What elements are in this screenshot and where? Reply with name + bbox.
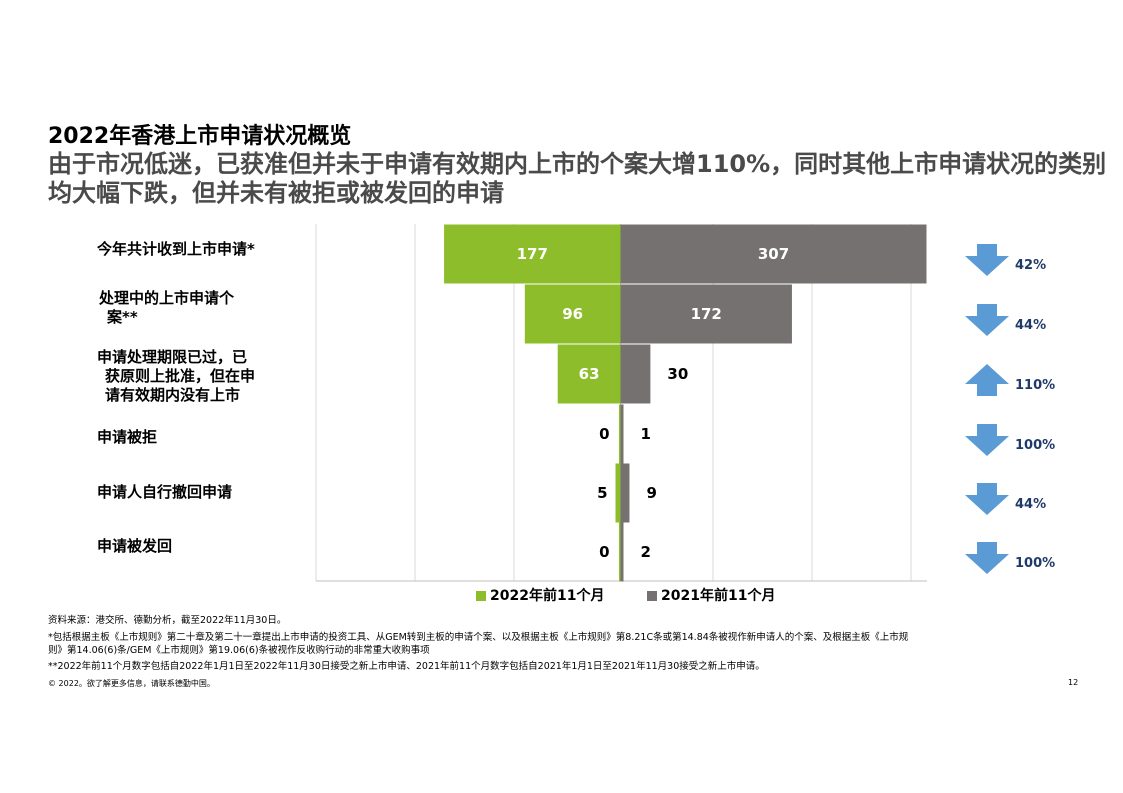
data-label-2021: 2: [641, 543, 651, 561]
change-percent: 44%: [1015, 318, 1046, 333]
category-label: 案**: [107, 308, 138, 326]
data-label-2022: 63: [579, 365, 600, 383]
arrow-down-icon: [965, 542, 1009, 574]
category-label: 请有效期内没有上市: [105, 386, 241, 404]
data-label-2021: 172: [691, 305, 722, 323]
category-label: 申请被拒: [97, 428, 158, 446]
page-number: 12: [1068, 678, 1079, 687]
arrow-down-icon: [965, 424, 1009, 456]
bar-2022: [615, 463, 621, 523]
data-label-2022: 96: [562, 305, 583, 323]
data-label-2021: 30: [667, 365, 688, 383]
legend-swatch-2021: [647, 591, 657, 601]
data-label-2021: 307: [758, 245, 789, 263]
bar-2021: [620, 463, 630, 523]
page-subtitle: 由于市况低迷，已获准但并未于申请有效期内上市的个案大增110%，同时其他上市申请…: [48, 150, 1107, 207]
page-title: 2022年香港上市申请状况概览: [48, 124, 352, 149]
bar-2022: [619, 404, 621, 464]
arrow-up-icon: [965, 364, 1009, 396]
category-label: 申请人自行撤回申请: [97, 483, 233, 501]
arrow-down-icon: [965, 244, 1009, 276]
footnote-1-line-1: *包括根据主板《上市规则》第二十章及第二十一章提出上市申请的投资工具、从GEM转…: [48, 632, 909, 643]
bar-2022: [444, 224, 621, 284]
bar-2021: [620, 522, 624, 582]
footnote-2: **2022年前11个月数字包括自2022年1月1日至2022年11月30日接受…: [48, 661, 765, 672]
category-label: 申请处理期限已过，已: [97, 348, 248, 366]
bar-2021: [620, 224, 927, 284]
source-note: 资料来源：港交所、德勤分析，截至2022年11月30日。: [48, 615, 287, 626]
footnote-1-line-2: 则》第14.06(6)条/GEM《上市规则》第19.06(6)条被视作反收购行动…: [48, 645, 430, 656]
change-percent: 100%: [1015, 438, 1055, 453]
bar-2021: [620, 284, 792, 344]
category-label: 今年共计收到上市申请*: [97, 240, 255, 258]
legend-item-2022: 2022年前11个月: [476, 585, 604, 605]
bar-2022: [619, 522, 621, 582]
data-label-2021: 9: [646, 484, 656, 502]
data-label-2022: 177: [517, 245, 548, 263]
change-percent: 100%: [1015, 556, 1055, 571]
change-percent: 44%: [1015, 497, 1046, 512]
data-label-2022: 5: [597, 484, 607, 502]
change-percent: 110%: [1015, 378, 1055, 393]
bar-2022: [557, 344, 621, 404]
category-label: 获原则上批准，但在申: [105, 367, 256, 385]
bar-2022: [524, 284, 621, 344]
legend-label-2021: 2021年前11个月: [661, 588, 776, 604]
data-label-2021: 1: [641, 425, 651, 443]
arrow-down-icon: [965, 483, 1009, 515]
category-label: 处理中的上市申请个: [99, 289, 235, 307]
copyright: © 2022。欲了解更多信息，请联系德勤中国。: [48, 679, 215, 688]
legend-swatch-2022: [476, 591, 486, 601]
data-label-2022: 0: [599, 543, 609, 561]
bar-2021: [620, 404, 624, 464]
data-label-2022: 0: [599, 425, 609, 443]
legend-label-2022: 2022年前11个月: [490, 588, 605, 604]
arrow-down-icon: [965, 304, 1009, 336]
bar-2021: [620, 344, 651, 404]
change-percent: 42%: [1015, 258, 1046, 273]
category-label: 申请被发回: [97, 537, 173, 555]
legend-item-2021: 2021年前11个月: [647, 585, 775, 605]
